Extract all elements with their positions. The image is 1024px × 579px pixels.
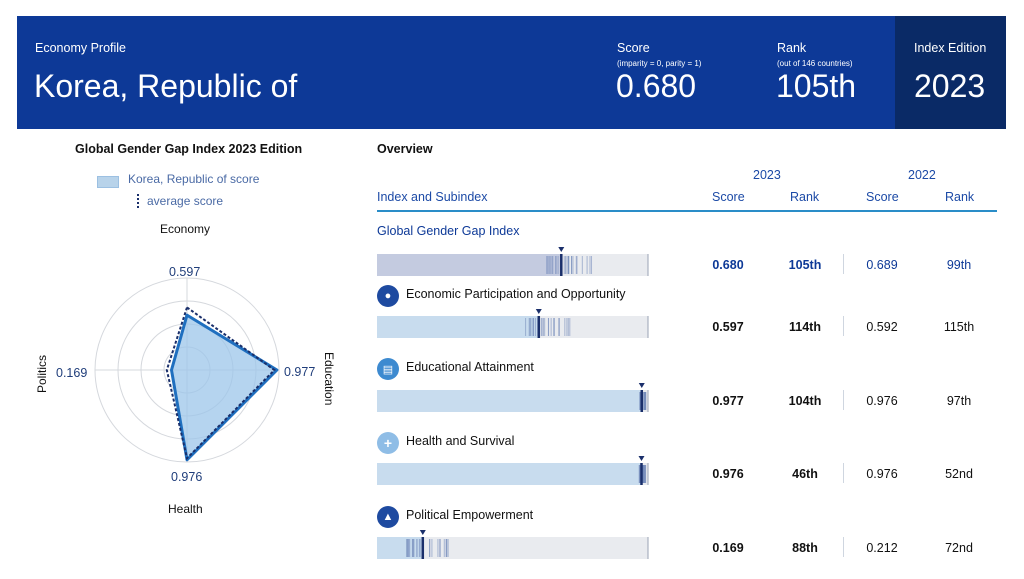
row-score-economic: 0.597 bbox=[712, 320, 744, 334]
country-marker-arrow bbox=[558, 247, 565, 252]
row-name-global: Global Gender Gap Index bbox=[377, 224, 520, 238]
radar-average-outline bbox=[165, 305, 276, 461]
score-note: (imparity = 0, parity = 1) bbox=[617, 59, 702, 68]
row-rank-prev-economic: 115th bbox=[943, 320, 975, 334]
edition-value: 2023 bbox=[914, 68, 986, 104]
radar-title: Global Gender Gap Index 2023 Edition bbox=[75, 142, 303, 156]
legend-average-label: average score bbox=[147, 194, 224, 208]
axis-value-health: 0.976 bbox=[171, 470, 203, 484]
country-marker-arrow bbox=[419, 530, 426, 535]
row-name-economic: Economic Participation and Opportunity bbox=[406, 287, 626, 301]
country-marker-arrow bbox=[638, 383, 645, 388]
col-score-current: Score bbox=[712, 190, 745, 204]
row-name-health: Health and Survival bbox=[406, 434, 515, 448]
economy-icon: ● bbox=[377, 285, 399, 307]
row-rank-prev-political: 72nd bbox=[945, 541, 973, 555]
row-score-global: 0.680 bbox=[712, 258, 744, 272]
header-banner: Economy Profile Korea, Republic of Score… bbox=[17, 16, 895, 129]
distribution-bar-fill bbox=[377, 254, 562, 276]
row-score-prev-education: 0.976 bbox=[866, 394, 898, 408]
axis-value-economy: 0.597 bbox=[169, 265, 201, 279]
header-divider bbox=[377, 210, 997, 212]
score-label: Score bbox=[617, 41, 650, 55]
country-name: Korea, Republic of bbox=[34, 68, 298, 104]
year-previous: 2022 bbox=[908, 168, 936, 182]
col-score-previous: Score bbox=[866, 190, 899, 204]
overview-title: Overview bbox=[377, 142, 433, 156]
row-rank-economic: 114th bbox=[789, 320, 821, 334]
row-name-political: Political Empowerment bbox=[406, 508, 534, 522]
col-index-header: Index and Subindex bbox=[377, 190, 488, 204]
row-rank-health: 46th bbox=[792, 467, 818, 481]
distribution-bar-fill bbox=[377, 316, 539, 338]
legend-score-swatch bbox=[97, 176, 119, 188]
axis-value-education: 0.977 bbox=[284, 365, 316, 379]
rank-note: (out of 146 countries) bbox=[777, 59, 853, 68]
row-rank-political: 88th bbox=[792, 541, 818, 555]
profile-label: Economy Profile bbox=[35, 41, 127, 55]
row-rank-global: 105th bbox=[788, 258, 822, 272]
book-icon: ▤ bbox=[377, 358, 399, 380]
rank-label: Rank bbox=[777, 41, 807, 55]
distribution-bar-fill bbox=[377, 463, 642, 485]
row-separator bbox=[843, 390, 844, 410]
row-rank-prev-education: 97th bbox=[946, 394, 972, 408]
health-cross-icon: + bbox=[377, 432, 399, 454]
radar-score-area bbox=[170, 313, 279, 462]
row-score-prev-health: 0.976 bbox=[866, 467, 898, 481]
row-separator bbox=[843, 316, 844, 336]
distribution-bar-fill bbox=[377, 537, 423, 559]
legend-average-swatch bbox=[137, 194, 139, 208]
row-separator bbox=[843, 254, 844, 274]
year-current: 2023 bbox=[753, 168, 781, 182]
axis-label-economy: Economy bbox=[160, 222, 211, 236]
rank-value: 105th bbox=[776, 68, 857, 104]
country-marker-arrow bbox=[638, 456, 645, 461]
row-score-education: 0.977 bbox=[712, 394, 744, 408]
row-separator bbox=[843, 463, 844, 483]
row-name-education: Educational Attainment bbox=[406, 360, 534, 374]
axis-label-health: Health bbox=[168, 502, 203, 516]
distribution-bar-fill bbox=[377, 390, 642, 412]
row-score-prev-economic: 0.592 bbox=[866, 320, 898, 334]
edition-label: Index Edition bbox=[914, 41, 987, 55]
col-rank-current: Rank bbox=[790, 190, 820, 204]
country-marker-arrow bbox=[535, 309, 542, 314]
col-rank-previous: Rank bbox=[945, 190, 975, 204]
row-rank-prev-health: 52nd bbox=[945, 467, 973, 481]
legend-score-label: Korea, Republic of score bbox=[128, 172, 260, 186]
score-value: 0.680 bbox=[616, 68, 697, 104]
edition-box: Index Edition 2023 bbox=[895, 16, 1006, 129]
government-building-icon: ▲ bbox=[377, 506, 399, 528]
row-score-political: 0.169 bbox=[712, 541, 744, 555]
row-separator bbox=[843, 537, 844, 557]
row-score-prev-global: 0.689 bbox=[866, 258, 898, 272]
radar-chart bbox=[94, 277, 280, 463]
row-score-prev-political: 0.212 bbox=[866, 541, 898, 555]
row-rank-prev-global: 99th bbox=[946, 258, 972, 272]
row-rank-education: 104th bbox=[788, 394, 822, 408]
axis-value-politics: 0.169 bbox=[56, 366, 88, 380]
row-score-health: 0.976 bbox=[712, 467, 744, 481]
